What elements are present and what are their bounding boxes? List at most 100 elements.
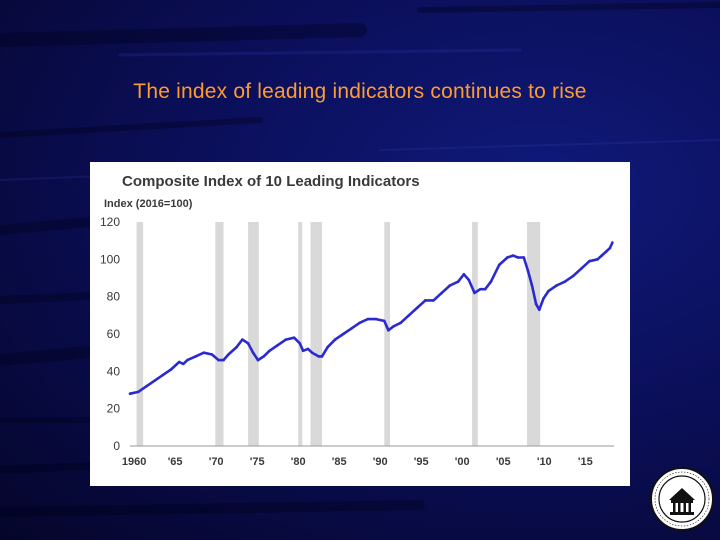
data-point: [600, 254, 603, 257]
data-point: [542, 297, 545, 300]
data-point: [256, 358, 260, 362]
data-point: [478, 287, 482, 291]
data-point: [530, 284, 534, 287]
data-point: [202, 351, 206, 354]
data-point: [262, 355, 266, 358]
data-point: [456, 280, 460, 284]
chart-title: Composite Index of 10 Leading Indicators: [122, 173, 420, 190]
data-point: [341, 332, 345, 336]
y-tick-labels: 0 20 40 60 80 100 120: [100, 215, 120, 453]
data-point: [301, 349, 305, 353]
data-point: [506, 256, 509, 259]
chart-panel: Composite Index of 10 Leading Indicators…: [90, 162, 630, 486]
series-layer: [128, 241, 614, 396]
data-point: [387, 328, 390, 332]
data-point: [210, 353, 214, 356]
x-tick-label: '00: [455, 456, 470, 468]
data-point: [467, 278, 471, 282]
data-point: [483, 287, 487, 291]
data-point: [333, 338, 337, 341]
data-point: [145, 384, 148, 388]
federal-reserve-seal-icon: [650, 467, 714, 531]
data-point: [306, 347, 310, 351]
data-point: [298, 342, 302, 345]
y-tick-label: 20: [107, 402, 121, 416]
data-point: [432, 299, 435, 302]
data-point: [284, 338, 288, 341]
data-point: [497, 263, 501, 267]
data-point: [310, 351, 314, 354]
y-tick-label: 0: [113, 439, 120, 453]
x-tick-label: 1960: [122, 456, 146, 468]
data-point: [547, 289, 550, 293]
data-point: [555, 284, 558, 287]
x-tick-label: '05: [496, 456, 511, 468]
data-point: [161, 373, 165, 377]
data-point: [292, 336, 296, 340]
data-point: [407, 314, 411, 317]
recession-band-7: [527, 222, 541, 446]
y-tick-label: 100: [100, 252, 120, 266]
recession-band-1: [215, 222, 224, 446]
data-point: [415, 306, 419, 310]
data-point: [448, 284, 452, 287]
data-point: [579, 267, 583, 270]
series-line-0: [129, 241, 614, 395]
recession-band-2: [248, 222, 259, 446]
data-point: [222, 358, 225, 362]
data-point: [563, 280, 567, 284]
x-tick-label: '90: [373, 456, 388, 468]
y-tick-label: 60: [107, 327, 121, 341]
data-point: [526, 269, 530, 272]
x-tick-labels: 1960 '65 '70 '75 '80 '85 '90 '95 '00 '05 '10 '15: [122, 456, 593, 468]
data-point: [608, 246, 612, 250]
data-point: [268, 349, 271, 353]
data-point: [182, 362, 185, 366]
x-tick-label: '10: [537, 456, 552, 468]
data-point: [276, 343, 279, 347]
data-point: [489, 280, 493, 284]
x-tick-label: '75: [250, 456, 265, 468]
x-tick-label: '65: [168, 456, 183, 468]
data-point: [611, 241, 614, 244]
recession-band-5: [384, 222, 391, 446]
data-point: [153, 379, 156, 382]
recession-band-4: [310, 222, 322, 446]
data-point: [473, 291, 476, 295]
data-point: [534, 302, 538, 306]
recession-band-3: [298, 222, 303, 446]
data-point: [516, 256, 520, 259]
leading-indicators-chart: Composite Index of 10 Leading Indicators…: [100, 173, 614, 468]
data-point: [326, 345, 330, 349]
data-point: [350, 327, 353, 330]
data-point: [177, 360, 181, 364]
slide-title: The index of leading indicators continue…: [133, 80, 587, 103]
x-tick-label: '95: [414, 456, 429, 468]
data-point: [522, 256, 526, 259]
data-point: [440, 291, 444, 295]
data-point: [399, 321, 403, 325]
data-point: [136, 390, 140, 394]
x-tick-label: '80: [291, 456, 306, 468]
data-point: [251, 351, 255, 354]
y-tick-label: 40: [107, 364, 121, 378]
data-point: [538, 308, 541, 312]
data-point: [317, 355, 320, 358]
x-tick-label: '70: [209, 456, 224, 468]
data-point: [588, 259, 591, 263]
data-point: [596, 258, 599, 261]
data-point: [128, 392, 132, 396]
recession-band-0: [136, 222, 144, 446]
x-tick-label: '85: [332, 456, 347, 468]
data-point: [358, 321, 361, 325]
recession-bands: [136, 222, 541, 446]
data-point: [571, 274, 575, 278]
data-point: [462, 272, 466, 276]
data-point: [374, 317, 378, 321]
data-point: [241, 338, 244, 341]
data-point: [186, 358, 189, 362]
data-point: [235, 345, 238, 349]
data-point: [383, 319, 386, 323]
data-point: [604, 250, 608, 254]
